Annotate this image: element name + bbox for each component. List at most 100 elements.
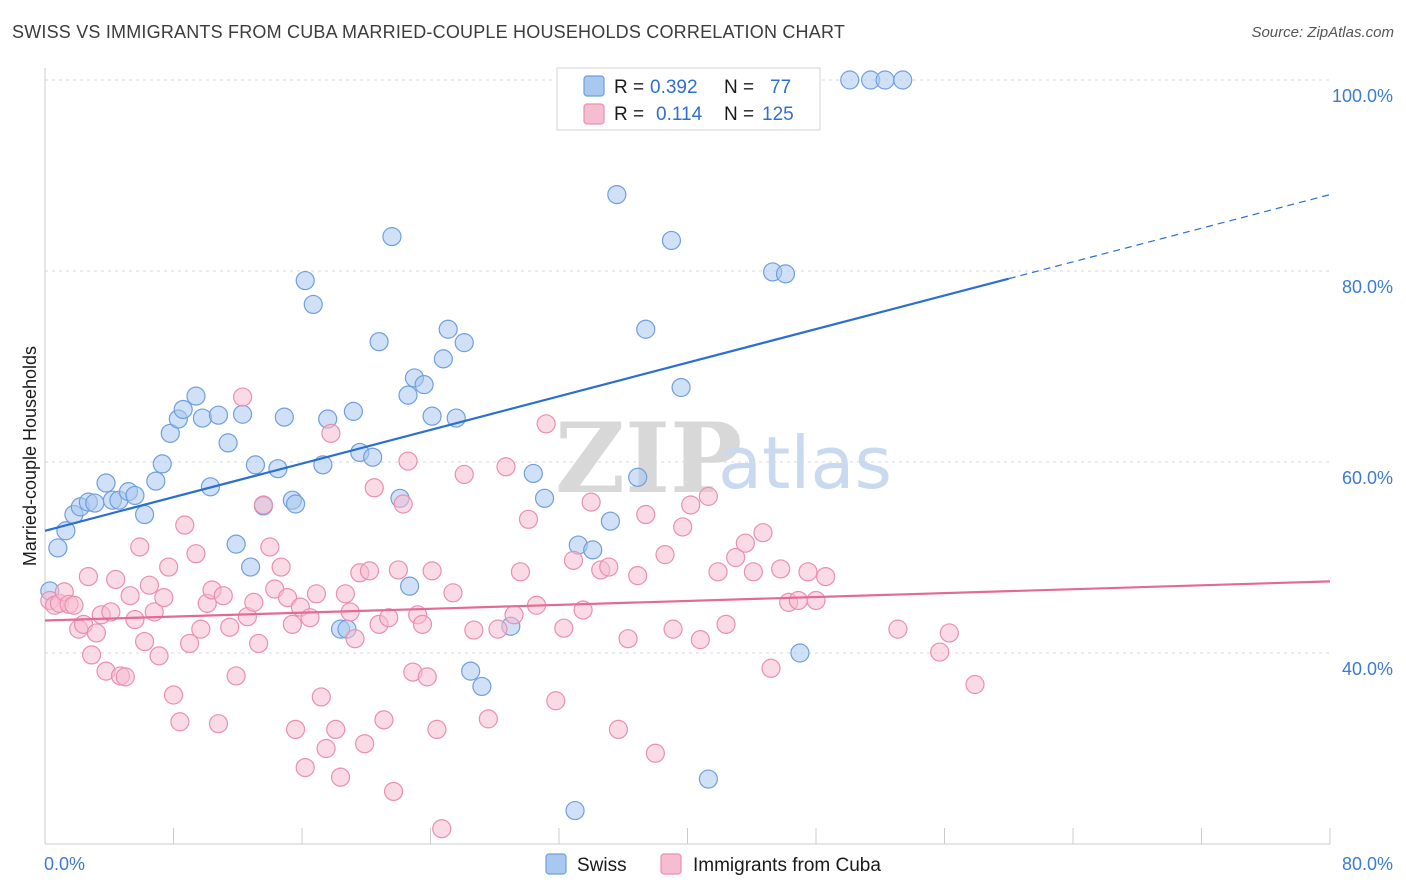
cuba-point-114 <box>761 658 781 678</box>
cuba-point-46 <box>277 588 298 608</box>
swiss-point-61 <box>600 511 621 531</box>
cuba-point-55 <box>321 423 341 443</box>
cuba-point-83 <box>488 619 508 639</box>
cuba-point-71 <box>398 451 418 471</box>
swiss-point-23 <box>226 534 246 554</box>
swiss-point-53 <box>461 661 481 681</box>
swiss-point-41 <box>369 332 389 352</box>
cuba-point-25 <box>159 557 179 577</box>
swiss-point-25 <box>241 557 261 577</box>
y-axis-label: Married-couple Households <box>20 346 40 566</box>
cuba-point-14 <box>106 569 126 590</box>
legend-r-label-swiss: R = <box>614 77 644 98</box>
cuba-point-38 <box>232 387 253 407</box>
watermark-atlas: atlas <box>718 421 892 505</box>
swiss-point-44 <box>398 385 418 405</box>
bottom-legend-swatch-cuba <box>660 853 682 875</box>
cuba-point-16 <box>115 667 135 687</box>
cuba-point-108 <box>708 562 728 582</box>
cuba-point-87 <box>518 509 539 529</box>
swiss-point-52 <box>454 333 474 353</box>
cuba-point-76 <box>422 561 442 581</box>
y-tick-label-80: 80.0% <box>1342 277 1393 297</box>
swiss-point-6 <box>85 493 105 513</box>
swiss-point-24 <box>232 404 253 424</box>
cuba-point-117 <box>788 590 808 611</box>
cuba-point-5 <box>64 595 84 615</box>
swiss-point-33 <box>303 294 323 315</box>
cuba-point-35 <box>213 586 233 606</box>
cuba-point-37 <box>226 666 246 686</box>
cuba-point-77 <box>427 719 447 740</box>
cuba-point-96 <box>599 557 619 577</box>
cuba-point-13 <box>101 602 121 622</box>
cuba-point-99 <box>628 566 648 586</box>
swiss-point-63 <box>628 467 648 487</box>
cuba-point-50 <box>295 757 315 778</box>
cuba-point-124 <box>965 674 985 695</box>
cuba-point-66 <box>374 710 394 730</box>
swiss-point-67 <box>698 769 718 789</box>
swiss-point-75 <box>875 70 895 90</box>
cuba-point-105 <box>681 495 701 515</box>
y-axis-tick-labels: 40.0% 60.0% 80.0% 100.0% <box>1332 86 1393 679</box>
source-credit: Source: ZipAtlas.com <box>1251 24 1394 41</box>
swiss-point-72 <box>790 643 810 663</box>
swiss-point-50 <box>438 319 458 339</box>
swiss-point-26 <box>245 455 266 475</box>
cuba-point-62 <box>355 734 375 754</box>
cuba-point-20 <box>134 631 155 652</box>
chart-title: SWISS VS IMMIGRANTS FROM CUBA MARRIED-CO… <box>12 22 846 42</box>
cuba-point-29 <box>179 633 200 654</box>
swiss-point-42 <box>382 227 402 247</box>
legend-r-value-swiss: 0.392 <box>650 77 698 98</box>
cuba-point-8 <box>78 566 98 587</box>
cuba-point-27 <box>170 712 190 732</box>
swiss-point-56 <box>523 463 543 484</box>
cuba-point-89 <box>536 414 556 434</box>
bottom-legend-label-cuba: Immigrants from Cuba <box>693 855 881 876</box>
cuba-point-107 <box>698 486 718 506</box>
swiss-point-47 <box>414 375 434 395</box>
cuba-point-23 <box>149 646 169 666</box>
cuba-point-68 <box>383 781 404 802</box>
bottom-legend-swatch-swiss <box>545 853 567 875</box>
cuba-point-93 <box>573 600 593 620</box>
cuba-point-82 <box>478 709 498 729</box>
cuba-point-85 <box>504 605 524 625</box>
cuba-point-28 <box>175 515 195 535</box>
cuba-point-104 <box>673 517 693 537</box>
swiss-point-66 <box>671 377 691 398</box>
cuba-point-120 <box>816 566 836 587</box>
swiss-trendline <box>44 277 1010 532</box>
watermark: ZIP atlas <box>555 402 892 515</box>
cuba-point-75 <box>417 667 437 687</box>
cuba-point-67 <box>379 608 399 628</box>
bottom-legend-label-swiss: Swiss <box>577 855 627 876</box>
legend-n-value-swiss: 77 <box>770 77 791 98</box>
cuba-point-56 <box>326 719 346 740</box>
cuba-point-53 <box>311 687 331 707</box>
swiss-point-45 <box>400 576 420 596</box>
legend-box: R = 0.392 N = 77 R = 0.114 N = 125 <box>556 67 821 131</box>
cuba-point-110 <box>726 547 746 568</box>
swiss-point-22 <box>218 433 238 453</box>
cuba-point-21 <box>139 575 160 595</box>
swiss-point-28 <box>268 459 288 479</box>
swiss-point-57 <box>534 488 555 508</box>
cuba-point-48 <box>285 719 306 740</box>
swiss-point-14 <box>152 454 172 474</box>
swiss-point-1 <box>48 538 68 558</box>
swiss-point-73 <box>840 70 860 90</box>
cuba-point-121 <box>888 619 908 639</box>
x-tick-label-min: 0.0% <box>44 854 85 874</box>
cuba-point-69 <box>388 560 408 580</box>
bottom-legend: Swiss Immigrants from Cuba <box>545 853 881 876</box>
cuba-point-42 <box>253 495 274 515</box>
cuba-point-113 <box>753 523 773 543</box>
y-tick-label-100: 100.0% <box>1332 86 1393 106</box>
swiss-point-49 <box>433 349 453 369</box>
swiss-point-64 <box>636 319 656 339</box>
swiss-point-60 <box>583 540 603 560</box>
